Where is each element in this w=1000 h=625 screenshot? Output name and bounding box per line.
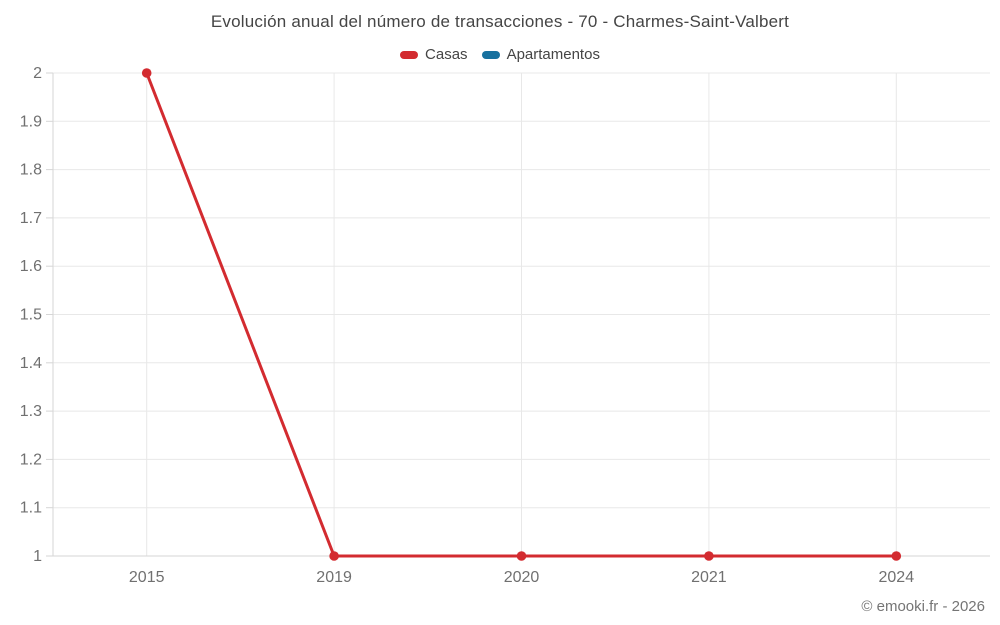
y-axis-tick-label: 1.6	[20, 258, 42, 275]
y-axis-tick-label: 1.8	[20, 162, 42, 179]
x-axis-tick-label: 2024	[879, 569, 915, 586]
y-axis-tick-label: 2	[33, 65, 42, 82]
data-point-casas[interactable]	[329, 551, 339, 561]
legend-item-casas[interactable]: Casas	[400, 46, 468, 63]
y-axis-tick-label: 1.7	[20, 210, 42, 227]
data-point-casas[interactable]	[141, 68, 152, 78]
x-axis-tick-label: 2015	[129, 569, 165, 586]
y-axis-tick-label: 1.5	[20, 307, 42, 324]
y-axis-tick-label: 1.2	[20, 451, 42, 468]
data-point-casas[interactable]	[891, 551, 902, 561]
y-axis-tick-label: 1.9	[20, 113, 42, 130]
data-point-casas[interactable]	[516, 551, 527, 561]
legend-label-apartamentos: Apartamentos	[506, 46, 600, 63]
legend-item-apartamentos[interactable]: Apartamentos	[481, 46, 600, 63]
data-point-casas[interactable]	[704, 551, 714, 561]
x-axis-tick-label: 2020	[504, 569, 540, 586]
chart-title: Evolución anual del número de transaccio…	[210, 12, 790, 31]
y-axis-tick-label: 1.1	[20, 500, 42, 517]
legend-label-casas: Casas	[425, 46, 468, 63]
casas-series-swatch-icon	[400, 50, 419, 59]
y-axis-tick-label: 1	[33, 548, 42, 565]
apartamentos-series-swatch-icon	[481, 50, 500, 59]
legend: Casas Apartamentos	[0, 46, 1000, 63]
x-axis-tick-label: 2019	[316, 569, 352, 586]
y-axis-tick-label: 1.3	[20, 403, 42, 420]
x-axis-tick-label: 2021	[691, 569, 727, 586]
copyright-text: © emooki.fr - 2026	[861, 598, 985, 615]
y-axis-tick-label: 1.4	[20, 355, 42, 372]
